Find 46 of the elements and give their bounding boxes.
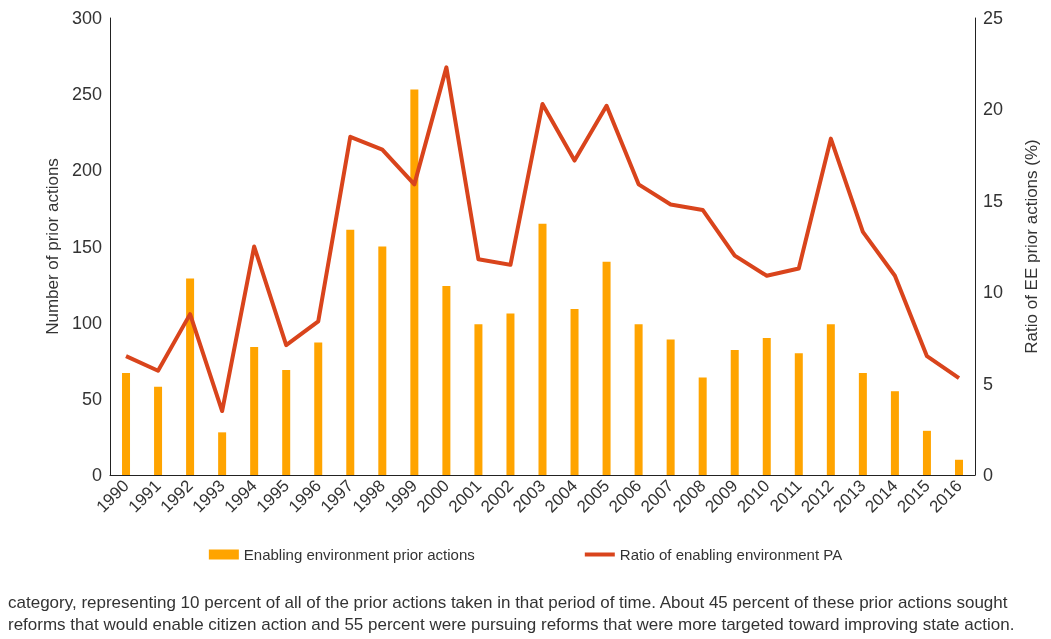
bar (922, 430, 931, 475)
y-tick-label: 0 (91, 465, 102, 485)
bar (826, 324, 835, 475)
line-series (124, 65, 961, 414)
bar (442, 286, 451, 475)
y-tick-label: 150 (71, 236, 102, 257)
y2-tick-label: 0 (983, 465, 994, 485)
bar (314, 342, 323, 475)
bar (762, 337, 771, 475)
y-tick-label: 250 (71, 84, 102, 105)
bar (410, 89, 419, 475)
bar (698, 377, 707, 475)
bar (250, 347, 259, 475)
bar (730, 350, 739, 475)
y-tick-label: 300 (71, 8, 102, 28)
y2-tick-label: 15 (983, 190, 1004, 211)
legend-label: Ratio of enabling environment PA (619, 546, 843, 563)
legend-label: Enabling environment prior actions (243, 546, 475, 563)
y2-tick-label: 10 (983, 282, 1004, 303)
y2-tick-label: 25 (983, 8, 1004, 28)
text: category, representing 10 percent of all of the prior actions taken in that period of time. About 45 percent of these prior actions sought reforms that would enable citizen action and 55 percent were pursuing reforms that were more targeted toward improving state action. (8, 592, 1015, 634)
bar (506, 313, 515, 475)
bar (954, 459, 963, 475)
bar (666, 339, 675, 475)
bar (634, 324, 643, 475)
bar (282, 369, 291, 475)
bar (378, 246, 387, 475)
bar (890, 391, 899, 475)
y2-axis-title: Ratio of EE prior actions (%) (1022, 139, 1041, 354)
y-tick-label: 100 (71, 312, 102, 333)
bar (346, 229, 355, 475)
bar (794, 353, 803, 475)
bar (154, 386, 163, 475)
y2-tick-label: 20 (983, 99, 1004, 120)
bar (858, 372, 867, 475)
y2-tick-label: 5 (983, 373, 994, 394)
bar (186, 278, 195, 475)
bar (474, 324, 483, 475)
bar (218, 432, 227, 475)
y-axis-title: Number of prior actions (43, 158, 63, 335)
y-tick-label: 50 (81, 388, 102, 409)
bar (570, 308, 579, 475)
bar (602, 261, 611, 475)
bar (122, 372, 131, 475)
bar (538, 223, 547, 475)
y-tick-label: 200 (71, 160, 102, 181)
